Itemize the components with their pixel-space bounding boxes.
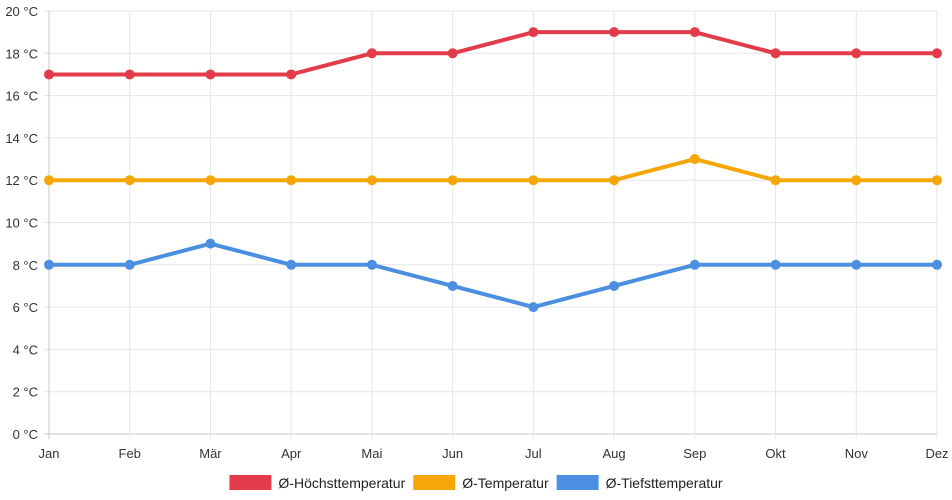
y-tick-label: 8 °C	[13, 258, 38, 273]
legend-label: Ø-Höchsttemperatur	[278, 475, 405, 491]
data-point[interactable]	[124, 69, 135, 80]
x-tick-label: Aug	[603, 446, 626, 461]
data-point[interactable]	[366, 259, 377, 270]
data-point[interactable]	[447, 48, 458, 59]
data-point[interactable]	[851, 259, 862, 270]
x-tick-label: Okt	[765, 446, 786, 461]
data-point[interactable]	[44, 175, 54, 186]
y-tick-label: 12 °C	[5, 173, 38, 188]
y-tick-label: 6 °C	[13, 300, 38, 315]
data-point[interactable]	[366, 175, 377, 186]
data-point[interactable]	[689, 259, 700, 270]
y-tick-label: 0 °C	[13, 427, 38, 442]
series-3	[44, 238, 942, 313]
y-tick-label: 2 °C	[13, 385, 38, 400]
data-point[interactable]	[528, 302, 539, 313]
data-point[interactable]	[286, 69, 297, 80]
data-point[interactable]	[44, 69, 54, 80]
y-tick-label: 18 °C	[5, 46, 38, 61]
data-point[interactable]	[528, 27, 539, 38]
legend-swatch	[413, 475, 456, 490]
data-point[interactable]	[770, 48, 781, 59]
data-point[interactable]	[286, 259, 297, 270]
data-point[interactable]	[932, 259, 942, 270]
y-tick-label: 10 °C	[5, 216, 38, 231]
series-1	[44, 27, 942, 80]
legend-label: Ø-Temperatur	[462, 475, 549, 491]
x-tick-label: Dez	[925, 446, 948, 461]
data-point[interactable]	[689, 154, 700, 165]
legend-item[interactable]: Ø-Höchsttemperatur	[229, 475, 406, 491]
x-tick-label: Mai	[361, 446, 382, 461]
series-2	[44, 154, 942, 186]
x-tick-label: Nov	[845, 446, 869, 461]
data-point[interactable]	[44, 259, 54, 270]
y-tick-label: 20 °C	[5, 4, 38, 19]
series-line	[47, 241, 939, 310]
legend-item[interactable]: Ø-Temperatur	[413, 475, 549, 491]
data-point[interactable]	[851, 48, 862, 59]
x-axis-ticks: Jan Feb Mär Apr Mai Jun Jul Aug Sep Okt Nov Dez	[39, 446, 949, 461]
data-point[interactable]	[851, 175, 862, 186]
data-point[interactable]	[932, 48, 942, 59]
series-layer	[44, 27, 942, 313]
data-point[interactable]	[124, 259, 135, 270]
data-point[interactable]	[205, 238, 216, 249]
series-line	[47, 30, 939, 77]
data-point[interactable]	[609, 280, 620, 291]
x-tick-label: Apr	[281, 446, 302, 461]
legend-item[interactable]: Ø-Tiefsttemperatur	[556, 475, 723, 491]
y-tick-label: 16 °C	[5, 89, 38, 104]
series-line	[47, 157, 939, 183]
data-point[interactable]	[770, 259, 781, 270]
data-point[interactable]	[932, 175, 942, 186]
x-tick-label: Sep	[683, 446, 706, 461]
y-axis-ticks: 0 °C 2 °C 4 °C 6 °C 8 °C 10 °C 12 °C 14 °C 16 °C…	[5, 4, 38, 442]
data-point[interactable]	[205, 69, 216, 80]
x-tick-label: Mär	[199, 446, 222, 461]
y-tick-label: 4 °C	[13, 342, 38, 357]
data-point[interactable]	[770, 175, 781, 186]
data-point[interactable]	[205, 175, 216, 186]
y-tick-label: 14 °C	[5, 131, 38, 146]
x-tick-label: Feb	[119, 446, 141, 461]
data-point[interactable]	[447, 280, 458, 291]
data-point[interactable]	[528, 175, 539, 186]
data-point[interactable]	[609, 27, 620, 38]
legend-swatch	[229, 475, 272, 490]
x-tick-label: Jan	[39, 446, 60, 461]
legend-swatch	[556, 475, 599, 490]
legend[interactable]: Ø-Höchsttemperatur Ø-Temperatur Ø-Tiefstte…	[229, 475, 723, 491]
data-point[interactable]	[447, 175, 458, 186]
data-point[interactable]	[366, 48, 377, 59]
data-point[interactable]	[286, 175, 297, 186]
x-tick-label: Jul	[525, 446, 542, 461]
legend-label: Ø-Tiefsttemperatur	[606, 475, 723, 491]
data-point[interactable]	[689, 27, 700, 38]
data-point[interactable]	[124, 175, 135, 186]
x-tick-label: Jun	[442, 446, 463, 461]
grid	[44, 10, 938, 439]
data-point[interactable]	[609, 175, 620, 186]
